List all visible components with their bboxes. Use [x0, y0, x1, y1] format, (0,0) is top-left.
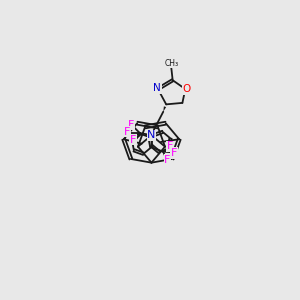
Text: CH₃: CH₃: [164, 59, 178, 68]
Text: F: F: [128, 120, 134, 130]
Text: F: F: [167, 141, 173, 151]
Text: F: F: [170, 148, 177, 158]
Text: F: F: [164, 155, 171, 165]
Polygon shape: [163, 106, 166, 112]
Text: F: F: [130, 134, 136, 145]
Text: N: N: [147, 130, 156, 140]
Text: N: N: [154, 83, 161, 94]
Text: F: F: [124, 127, 130, 136]
Text: O: O: [182, 84, 190, 94]
